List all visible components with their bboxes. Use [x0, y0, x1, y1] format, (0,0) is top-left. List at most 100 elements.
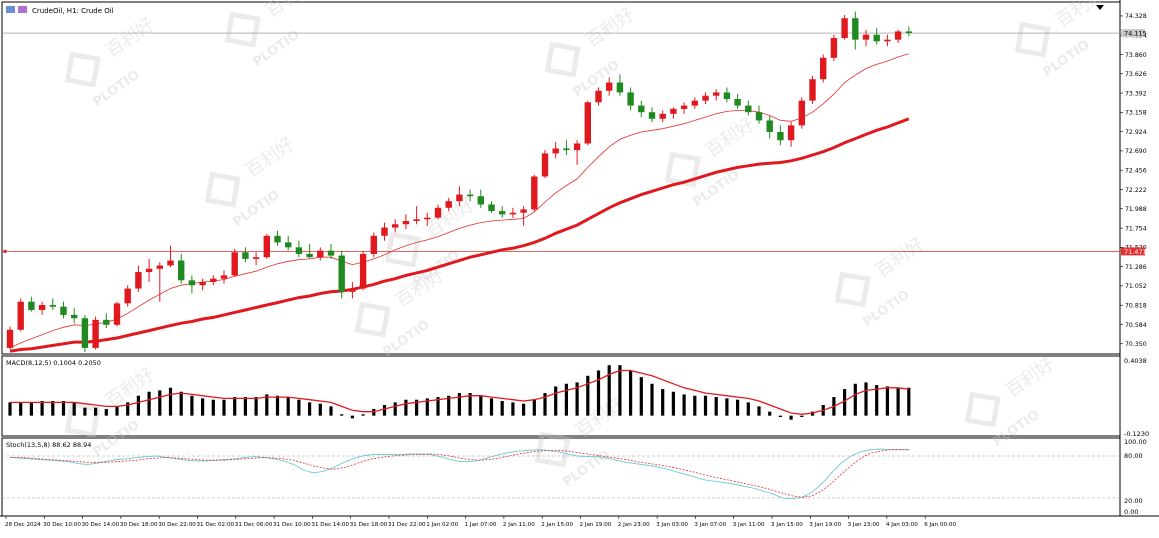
chart-shift-marker-icon[interactable]: [1096, 5, 1104, 10]
macd-tick-bottom: -0.1230: [1124, 430, 1149, 438]
price-tick: 73.860: [1125, 52, 1147, 59]
time-tick: 3 Jan 07:00: [694, 522, 726, 528]
price-tick: 70.350: [1125, 341, 1147, 348]
candle: [252, 252, 260, 266]
candle: [648, 107, 656, 123]
current-price-label: 74.115: [1124, 30, 1147, 38]
macd-tick-top: 0.4038: [1124, 357, 1147, 365]
macd-bar: [286, 397, 290, 416]
macd-bar: [243, 397, 247, 416]
price-tick: 71.286: [1125, 264, 1147, 271]
chart-menu-icon[interactable]: [6, 6, 15, 13]
candle: [841, 14, 848, 40]
candle: [113, 301, 121, 327]
candle-body: [28, 301, 35, 310]
macd-bar: [907, 387, 911, 416]
candle-body: [370, 235, 377, 254]
candle-body: [113, 303, 121, 325]
candle-body: [456, 194, 463, 202]
candle: [520, 206, 527, 226]
macd-bar: [83, 407, 87, 416]
candle-body: [627, 92, 634, 106]
macd-bar: [468, 393, 472, 416]
macd-bar: [661, 389, 665, 416]
candle: [124, 285, 131, 307]
macd-bar: [522, 403, 526, 416]
chart-properties-icon[interactable]: [18, 6, 27, 13]
candle-body: [830, 38, 838, 58]
candle: [135, 265, 142, 292]
candle-body: [723, 92, 731, 100]
candle-body: [680, 105, 688, 109]
candle: [81, 314, 89, 352]
macd-bar: [115, 406, 119, 416]
candle-body: [145, 268, 153, 273]
candle: [852, 11, 859, 50]
macd-bar: [40, 401, 44, 416]
candle-body: [573, 143, 581, 151]
candle: [188, 275, 196, 294]
time-tick: 1 Jan 02:00: [426, 522, 458, 528]
stoch-main-line: [9, 448, 910, 500]
candle: [723, 87, 731, 103]
candle: [862, 29, 870, 47]
macd-bar: [789, 415, 793, 420]
candle-body: [638, 105, 645, 113]
macd-bar: [800, 415, 804, 417]
candle-body: [381, 227, 388, 236]
hline-anchor[interactable]: [3, 249, 7, 254]
candle-body: [820, 57, 827, 80]
hline-price-tag: 71.471: [1121, 247, 1147, 256]
macd-bar: [222, 399, 226, 416]
candle: [873, 28, 880, 45]
candle-body: [349, 288, 356, 292]
macd-bar: [554, 386, 558, 416]
watermark-logo-icon: [534, 431, 571, 468]
candle: [199, 278, 206, 291]
candle: [584, 100, 591, 146]
stoch-label: Stoch(13,5,8) 88.62 88.94: [6, 441, 91, 449]
macd-bar: [136, 395, 140, 416]
macd-bar: [500, 401, 504, 416]
macd-bar: [29, 402, 33, 416]
candle: [178, 253, 185, 284]
candle: [477, 189, 484, 208]
candle-body: [798, 100, 805, 126]
time-tick: 1 Jan 07:00: [465, 522, 497, 528]
macd-bar: [896, 387, 900, 416]
macd-bar: [382, 405, 387, 416]
watermark-logo-icon: [964, 391, 1001, 428]
candle: [306, 244, 313, 259]
candle-body: [263, 235, 270, 258]
price-layer: [2, 11, 1120, 353]
candle-body: [659, 113, 666, 119]
candle: [905, 26, 912, 37]
candle: [466, 189, 474, 202]
macd-bar: [19, 402, 23, 416]
candle-body: [92, 319, 99, 348]
price-tick: 72.456: [1125, 168, 1147, 175]
time-tick: 6 Jan 00:00: [924, 522, 956, 528]
macd-bar: [190, 395, 194, 416]
candle: [766, 115, 773, 139]
candle: [488, 201, 495, 213]
macd-bar: [254, 397, 258, 416]
macd-bar: [843, 389, 847, 416]
price-tick: 72.222: [1125, 187, 1147, 194]
price-tick: 70.584: [1125, 322, 1147, 329]
candle-body: [402, 220, 410, 225]
candle-body: [852, 18, 859, 40]
candle: [274, 230, 281, 246]
candle-body: [124, 288, 131, 304]
candle: [734, 94, 741, 109]
macd-bar: [543, 393, 547, 416]
candle: [327, 244, 335, 259]
candle: [167, 245, 174, 268]
macd-bar: [447, 395, 451, 416]
macd-bar: [94, 407, 98, 416]
price-tick: 71.052: [1125, 283, 1147, 290]
candle: [798, 97, 805, 129]
candle: [402, 214, 410, 230]
candle-body: [199, 281, 206, 286]
